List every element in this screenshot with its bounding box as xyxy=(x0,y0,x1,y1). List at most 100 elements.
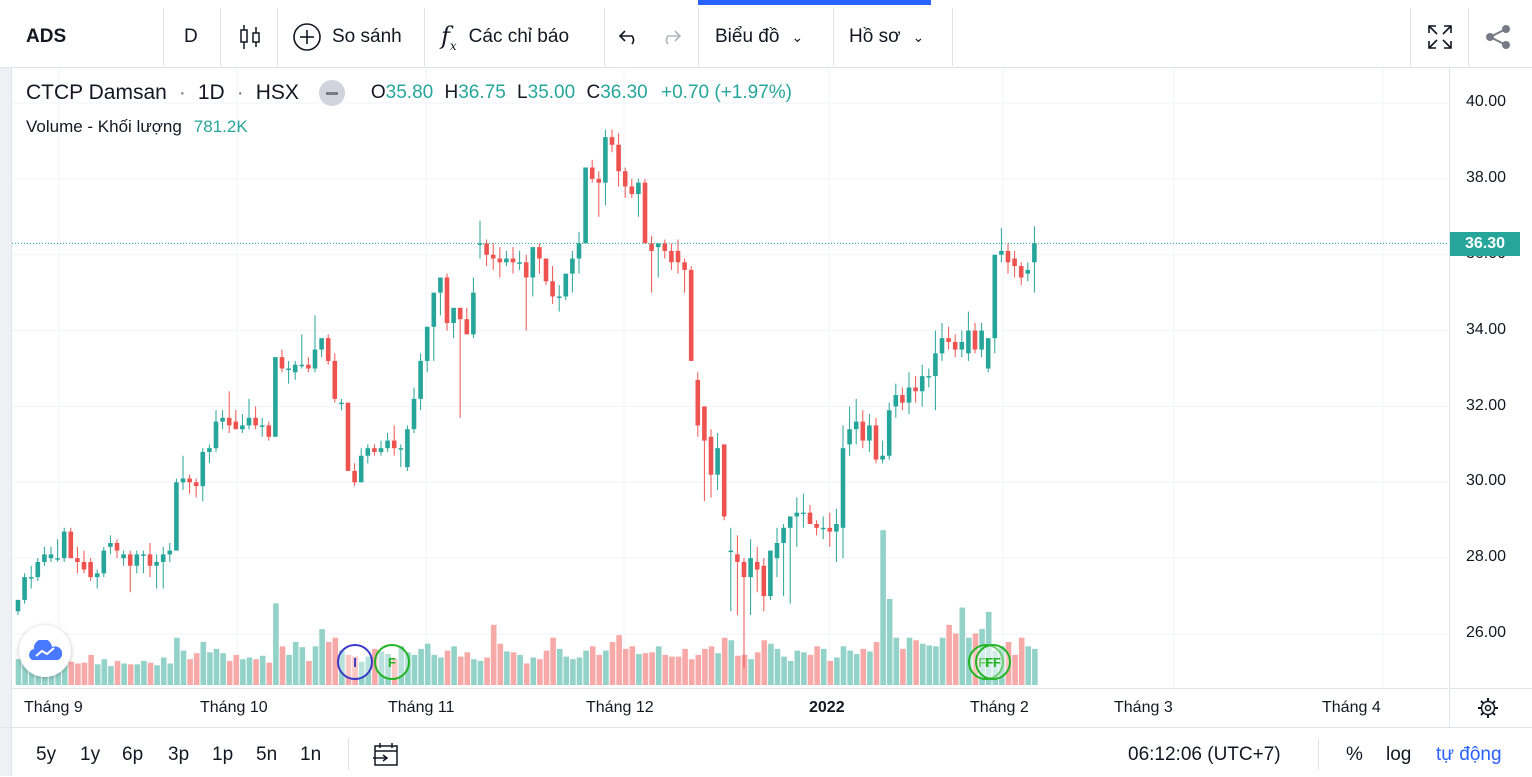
range-5y-button[interactable]: 5y xyxy=(36,744,57,765)
time-tick: 2022 xyxy=(809,699,845,716)
volume-bar xyxy=(68,661,75,685)
volume-legend: Volume - Khối lượng 781.2K xyxy=(26,117,248,137)
volume-bar xyxy=(761,640,768,685)
compare-label: So sánh xyxy=(332,26,402,47)
candle-body xyxy=(834,524,839,532)
volume-bar xyxy=(649,652,655,685)
candle-body xyxy=(240,425,245,430)
undo-button[interactable] xyxy=(618,8,640,66)
candle-body xyxy=(801,512,806,515)
volume-bar xyxy=(655,646,662,685)
candle-body xyxy=(794,512,800,517)
share-button[interactable] xyxy=(1484,8,1512,66)
volume-bar xyxy=(286,654,292,685)
tradingview-logo[interactable] xyxy=(19,625,71,677)
fullscreen-button[interactable] xyxy=(1426,8,1454,66)
volume-bar xyxy=(352,656,358,685)
candle-body xyxy=(167,550,173,555)
volume-bar xyxy=(867,651,873,685)
range-3m-button[interactable]: 3p xyxy=(168,744,190,765)
candle-body xyxy=(127,554,133,566)
cloud-chart-icon xyxy=(29,640,62,660)
candle-body xyxy=(1005,250,1011,263)
earnings-marker-label: F xyxy=(388,655,396,670)
chevron-down-icon: ⌄ xyxy=(912,28,925,45)
volume-bar xyxy=(438,657,444,685)
clock-timezone-button[interactable]: 06:12:06 (UTC+7) xyxy=(1128,744,1281,765)
profile-menu-label: Hồ sơ xyxy=(849,26,901,47)
range-1m-button[interactable]: 1p xyxy=(212,744,234,765)
auto-scale-toggle[interactable]: tự động xyxy=(1436,744,1502,765)
candle-body xyxy=(820,527,826,530)
volume-bar xyxy=(180,650,187,685)
indicators-label: Các chỉ báo xyxy=(468,26,570,47)
interval-button[interactable]: D xyxy=(184,8,198,66)
high-value: 36.75 xyxy=(458,82,506,103)
candle-body xyxy=(154,561,159,566)
volume-bar xyxy=(576,657,583,685)
gear-icon[interactable] xyxy=(1476,696,1500,720)
log-scale-toggle[interactable]: log xyxy=(1386,744,1412,765)
low-value: 35.00 xyxy=(527,82,576,103)
percent-scale-toggle[interactable]: % xyxy=(1346,744,1363,765)
earnings-marker[interactable] xyxy=(975,644,1011,680)
symbol-label: ADS xyxy=(26,26,67,47)
candle-body xyxy=(471,292,476,335)
dividend-marker[interactable] xyxy=(337,644,373,680)
candle-body xyxy=(451,307,456,323)
price-tick: 26.00 xyxy=(1466,624,1507,641)
volume-bar xyxy=(959,607,966,685)
price-chart[interactable]: IFFFFF xyxy=(12,68,1448,688)
volume-bar xyxy=(550,637,556,685)
candle-body xyxy=(405,429,410,468)
candle-body xyxy=(233,421,239,430)
price-tick: 32.00 xyxy=(1466,397,1507,414)
range-1y-button[interactable]: 1y xyxy=(80,744,101,765)
candle-body xyxy=(768,550,773,597)
range-6m-button[interactable]: 6p xyxy=(122,744,144,765)
chart-style-button[interactable] xyxy=(238,8,262,66)
candle-body xyxy=(913,387,918,392)
candle-body xyxy=(853,421,859,430)
candle-body xyxy=(827,527,833,532)
indicators-button[interactable]: fx Các chỉ báo xyxy=(441,8,569,66)
volume-bar xyxy=(1025,646,1032,685)
candle-body xyxy=(946,338,951,342)
range-1d-button[interactable]: 1n xyxy=(300,744,322,765)
range-5d-button[interactable]: 5n xyxy=(256,744,278,765)
left-panel-edge xyxy=(0,68,12,776)
collapse-legend-button[interactable] xyxy=(318,80,345,106)
candle-body xyxy=(339,402,344,405)
candle-body xyxy=(108,542,113,547)
volume-bar xyxy=(721,637,728,685)
profile-menu-button[interactable]: Hồ sơ ⌄ xyxy=(849,8,924,66)
candle-body xyxy=(596,178,602,183)
candle-body xyxy=(299,364,305,367)
price-axis[interactable]: 40.00 38.00 36.00 34.00 32.00 30.00 28.0… xyxy=(1449,68,1532,688)
volume-bar xyxy=(378,651,385,685)
top-toolbar: ADS D So sánh fx Các chỉ báo xyxy=(0,0,1532,68)
date-range-button[interactable] xyxy=(372,742,400,774)
candle-body xyxy=(193,482,199,487)
function-icon: fx xyxy=(441,21,457,53)
candle-body xyxy=(444,277,450,323)
time-tick: Tháng 2 xyxy=(970,699,1029,716)
candle-body xyxy=(160,554,166,562)
volume-label: Volume - Khối lượng xyxy=(26,117,182,136)
volume-bar xyxy=(787,660,794,685)
volume-bar xyxy=(946,624,952,685)
share-icon xyxy=(1486,25,1510,49)
volume-bar xyxy=(339,650,345,685)
time-axis[interactable]: Tháng 9 Tháng 10 Tháng 11 Tháng 12 2022 … xyxy=(12,688,1448,727)
volume-bar xyxy=(15,659,22,685)
compare-button[interactable]: So sánh xyxy=(292,8,402,66)
redo-button[interactable] xyxy=(660,8,682,66)
chart-menu-button[interactable]: Biểu đồ ⌄ xyxy=(715,8,803,66)
volume-bar xyxy=(688,659,695,685)
earnings-marker[interactable] xyxy=(374,644,410,680)
candle-body xyxy=(662,243,668,251)
symbol-search-button[interactable]: ADS xyxy=(26,8,66,66)
candle-body xyxy=(721,444,727,517)
volume-bar xyxy=(464,652,471,685)
volume-bar xyxy=(332,637,339,685)
